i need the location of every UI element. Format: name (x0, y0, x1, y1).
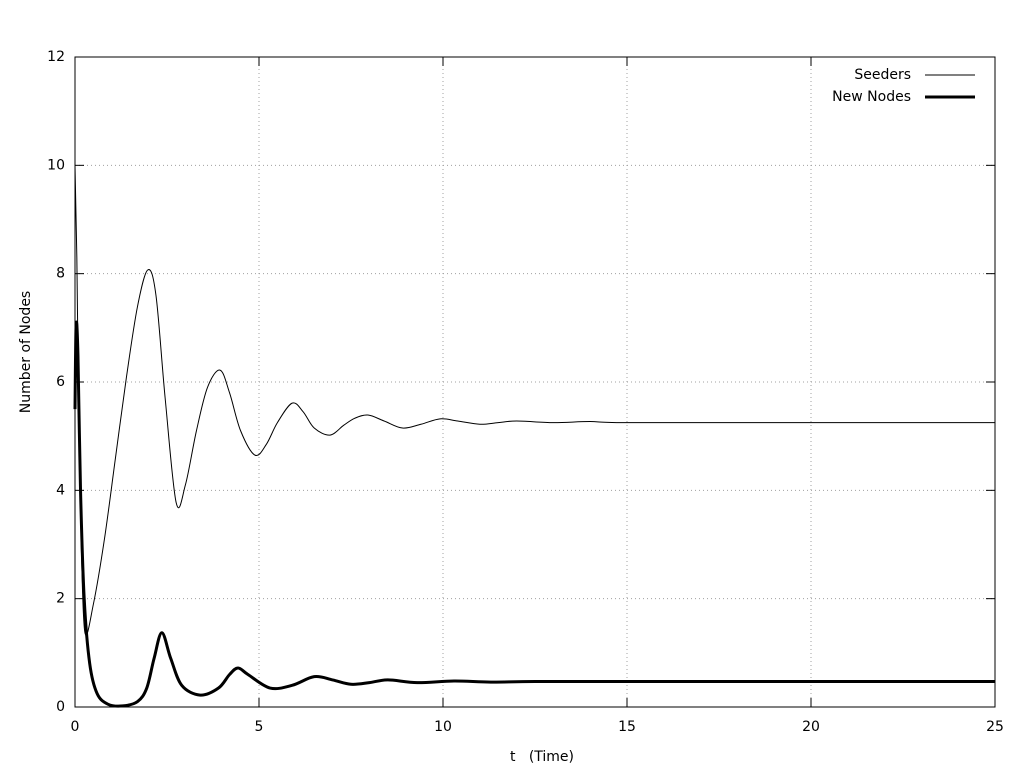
x-tick-label: 20 (802, 719, 820, 735)
y-tick-label: 4 (56, 482, 65, 498)
x-tick-label: 15 (618, 719, 636, 735)
y-tick-label: 2 (56, 591, 65, 607)
legend-label: Seeders (854, 67, 911, 83)
x-tick-label: 5 (255, 719, 264, 735)
y-tick-label: 8 (56, 266, 65, 282)
x-tick-label: 25 (986, 719, 1004, 735)
data-line (73, 320, 995, 708)
y-tick-label: 6 (56, 374, 65, 390)
y-tick-label: 12 (47, 49, 65, 65)
x-tick-label: 10 (434, 719, 452, 735)
y-tick-label: 10 (47, 157, 65, 173)
x-tick-label: 0 (71, 719, 80, 735)
y-axis-label: Number of Nodes (18, 291, 34, 413)
x-axis-label: t (Time) (510, 749, 574, 765)
legend-label: New Nodes (832, 89, 911, 105)
y-tick-label: 0 (56, 699, 65, 715)
data-line (74, 165, 996, 636)
